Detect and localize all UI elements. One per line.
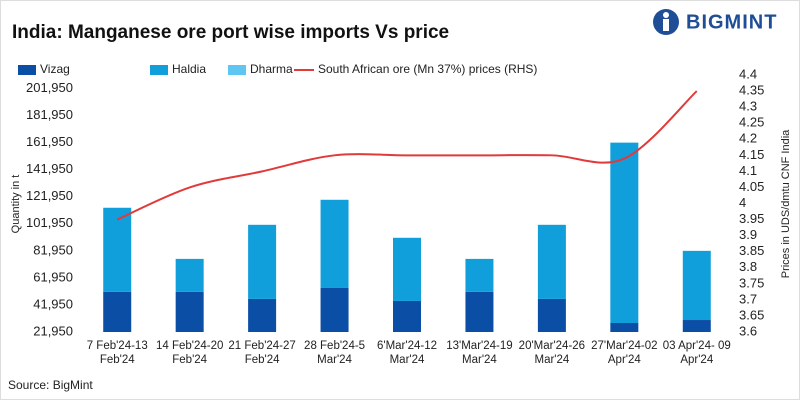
x-tick-line: Feb'24 xyxy=(172,354,207,366)
price-line xyxy=(116,90,698,221)
y2-tick-label: 3.8 xyxy=(739,259,757,274)
x-tick-line: 20'Mar'24-26 xyxy=(519,340,585,352)
x-tick-line: Feb'24 xyxy=(245,354,280,366)
x-tick-line: Apr'24 xyxy=(680,354,713,366)
y-tick-label: 101,950 xyxy=(26,215,73,230)
y-tick-label: 141,950 xyxy=(26,161,73,176)
y2-tick-label: 3.6 xyxy=(739,323,757,338)
y-tick-label: 41,950 xyxy=(33,296,73,311)
x-tick-label: 6'Mar'24-12 Mar'24 xyxy=(377,340,437,366)
x-tick-line: 6'Mar'24-12 xyxy=(377,340,437,352)
x-tick-line: 28 Feb'24-5 xyxy=(304,340,365,352)
x-tick-line: Mar'24 xyxy=(390,354,425,366)
x-tick-line: 03 Apr'24- 09 xyxy=(663,340,731,352)
bar xyxy=(320,199,349,288)
y2-tick-label: 3.65 xyxy=(739,307,764,322)
y-tick-label: 121,950 xyxy=(26,188,73,203)
y-tick-label: 81,950 xyxy=(33,242,73,257)
y2-tick-label: 4.15 xyxy=(739,147,764,162)
x-tick-line: Mar'24 xyxy=(462,354,497,366)
logo-icon xyxy=(653,9,679,35)
bar xyxy=(682,320,711,332)
x-tick-line: Mar'24 xyxy=(317,354,352,366)
y-tick-label: 21,950 xyxy=(33,323,73,338)
x-tick-label: 28 Feb'24-5 Mar'24 xyxy=(304,340,365,366)
legend-label: Vizag xyxy=(40,62,70,76)
legend-label: Dharma xyxy=(250,62,293,76)
y2-tick-label: 4.4 xyxy=(739,66,757,81)
x-tick-line: Feb'24 xyxy=(100,354,135,366)
y2-tick-label: 4.2 xyxy=(739,131,757,146)
y2-tick-label: 4.3 xyxy=(739,99,757,114)
x-tick-line: 14 Feb'24-20 xyxy=(156,340,223,352)
y2-axis-title: Prices in UDS/dmtu CNF India xyxy=(780,129,792,278)
y2-tick-label: 3.95 xyxy=(739,211,764,226)
x-tick-label: 7 Feb'24-13 Feb'24 xyxy=(87,340,148,366)
y2-tick-label: 4.1 xyxy=(739,163,757,178)
x-tick-line: 21 Feb'24-27 xyxy=(228,340,295,352)
bar xyxy=(537,224,566,299)
bar xyxy=(320,287,349,332)
bar xyxy=(248,224,277,299)
x-tick-line: Apr'24 xyxy=(608,354,641,366)
x-tick-label: 21 Feb'24-27 Feb'24 xyxy=(228,340,295,366)
y-tick-label: 161,950 xyxy=(26,134,73,149)
y-tick-label: 201,950 xyxy=(26,80,73,95)
y2-tick-label: 3.85 xyxy=(739,243,764,258)
bar xyxy=(103,207,132,292)
bar xyxy=(610,323,639,332)
bar xyxy=(103,291,132,332)
legend-swatch xyxy=(18,65,36,75)
x-tick-line: 27'Mar'24-02 xyxy=(591,340,657,352)
source: Source: BigMint xyxy=(8,378,93,392)
bar xyxy=(175,258,204,292)
y2-tick-label: 4.25 xyxy=(739,115,764,130)
bar xyxy=(248,298,277,332)
brand: BIGMINT xyxy=(686,11,777,33)
bar xyxy=(175,291,204,332)
y2-tick-label: 3.9 xyxy=(739,227,757,242)
legend-label: Haldia xyxy=(172,62,206,76)
bar xyxy=(682,250,711,321)
legend-swatch xyxy=(150,65,168,75)
y2-tick-label: 4.35 xyxy=(739,83,764,98)
y-tick-label: 61,950 xyxy=(33,269,73,284)
y2-tick-label: 3.7 xyxy=(739,291,757,306)
x-tick-label: 14 Feb'24-20 Feb'24 xyxy=(156,340,223,366)
legend-swatch xyxy=(228,65,246,75)
x-tick-label: 03 Apr'24- 09 Apr'24 xyxy=(663,340,731,366)
x-tick-line: 7 Feb'24-13 xyxy=(87,340,148,352)
x-tick-line: Mar'24 xyxy=(534,354,569,366)
y2-tick-label: 3.75 xyxy=(739,275,764,290)
y-axis-title: Quantity in t xyxy=(10,175,22,234)
bar xyxy=(537,298,566,332)
x-tick-label: 13'Mar'24-19 Mar'24 xyxy=(446,340,512,366)
bar xyxy=(465,258,494,292)
bar xyxy=(465,291,494,332)
y2-tick-label: 4 xyxy=(739,195,746,210)
y-tick-label: 181,950 xyxy=(26,107,73,122)
y2-tick-label: 4.05 xyxy=(739,179,764,194)
legend-label: South African ore (Mn 37%) prices (RHS) xyxy=(318,62,537,76)
x-tick-label: 27'Mar'24-02 Apr'24 xyxy=(591,340,657,366)
x-tick-line: 13'Mar'24-19 xyxy=(446,340,512,352)
bar xyxy=(393,237,421,301)
x-tick-label: 20'Mar'24-26 Mar'24 xyxy=(519,340,585,366)
chart-title: India: Manganese ore port wise imports V… xyxy=(12,22,449,43)
bar xyxy=(610,142,639,324)
bar xyxy=(393,300,421,332)
